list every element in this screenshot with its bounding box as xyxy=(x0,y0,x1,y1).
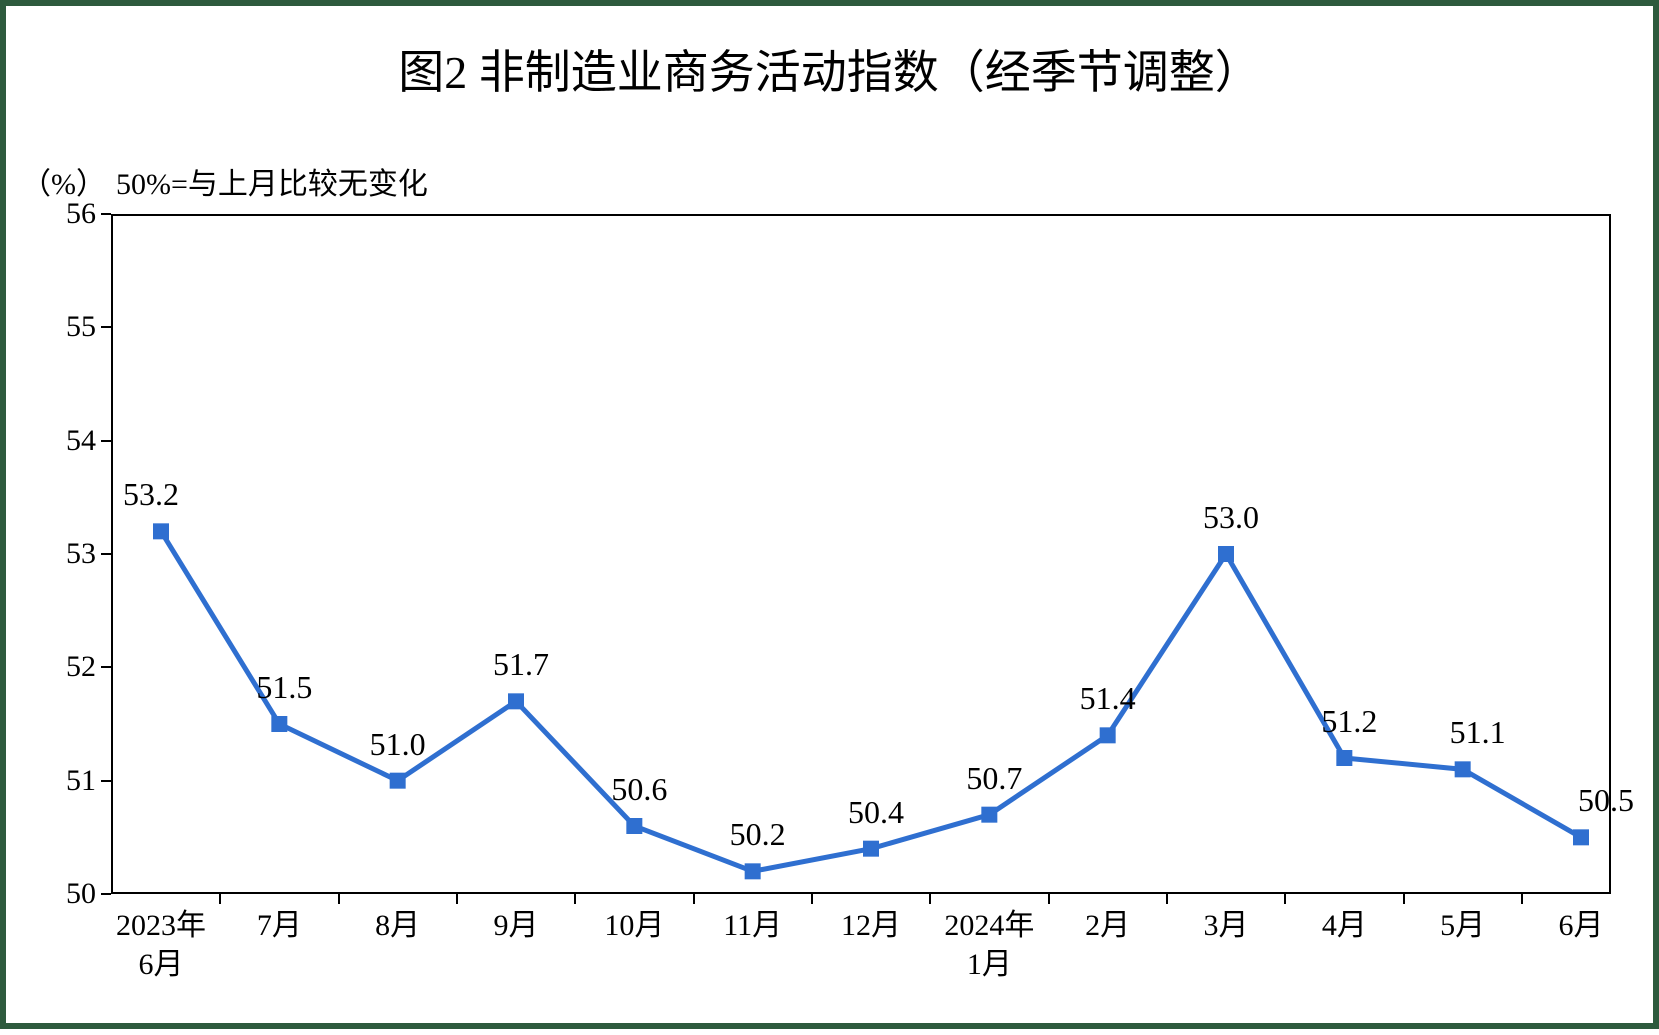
data-marker xyxy=(745,863,761,879)
line-chart-svg xyxy=(6,6,1659,1035)
x-tick-mark xyxy=(219,894,221,904)
data-marker xyxy=(153,523,169,539)
data-label: 50.6 xyxy=(589,771,689,808)
data-label: 51.5 xyxy=(234,669,334,706)
data-marker xyxy=(508,693,524,709)
data-marker xyxy=(1455,761,1471,777)
y-tick-mark xyxy=(101,666,111,668)
y-tick-mark xyxy=(101,780,111,782)
x-tick-mark xyxy=(1166,894,1168,904)
data-label: 53.0 xyxy=(1181,499,1281,536)
y-tick-mark xyxy=(101,893,111,895)
x-tick-mark xyxy=(456,894,458,904)
y-tick-label: 53 xyxy=(41,537,96,571)
data-marker xyxy=(981,807,997,823)
chart-frame: 图2 非制造业商务活动指数（经季节调整） （%） 50%=与上月比较无变化 50… xyxy=(0,0,1659,1029)
y-tick-label: 55 xyxy=(41,310,96,344)
data-label: 51.7 xyxy=(471,646,571,683)
y-tick-mark xyxy=(101,440,111,442)
y-tick-mark xyxy=(101,213,111,215)
data-marker xyxy=(390,773,406,789)
y-tick-label: 54 xyxy=(41,424,96,458)
y-tick-mark xyxy=(101,553,111,555)
x-tick-mark xyxy=(811,894,813,904)
x-tick-mark xyxy=(693,894,695,904)
data-label: 53.2 xyxy=(101,476,201,513)
data-label: 50.2 xyxy=(708,816,808,853)
x-tick-label: 6月 xyxy=(1511,906,1651,945)
data-label: 50.4 xyxy=(826,794,926,831)
data-label: 50.7 xyxy=(944,760,1044,797)
data-label: 51.1 xyxy=(1428,714,1528,751)
data-marker xyxy=(626,818,642,834)
x-tick-mark xyxy=(1521,894,1523,904)
data-label: 50.5 xyxy=(1556,782,1656,819)
x-tick-mark xyxy=(338,894,340,904)
data-marker xyxy=(1336,750,1352,766)
data-marker xyxy=(1573,829,1589,845)
data-label: 51.4 xyxy=(1058,680,1158,717)
x-tick-mark xyxy=(1403,894,1405,904)
y-tick-label: 51 xyxy=(41,764,96,798)
y-tick-label: 52 xyxy=(41,650,96,684)
x-tick-mark xyxy=(1284,894,1286,904)
y-tick-label: 50 xyxy=(41,877,96,911)
data-marker xyxy=(271,716,287,732)
x-tick-mark xyxy=(929,894,931,904)
data-marker xyxy=(863,841,879,857)
x-tick-mark xyxy=(574,894,576,904)
x-tick-mark xyxy=(1048,894,1050,904)
y-tick-label: 56 xyxy=(41,197,96,231)
data-marker xyxy=(1100,727,1116,743)
data-marker xyxy=(1218,546,1234,562)
data-label: 51.2 xyxy=(1299,703,1399,740)
data-label: 51.0 xyxy=(348,726,448,763)
y-tick-mark xyxy=(101,326,111,328)
